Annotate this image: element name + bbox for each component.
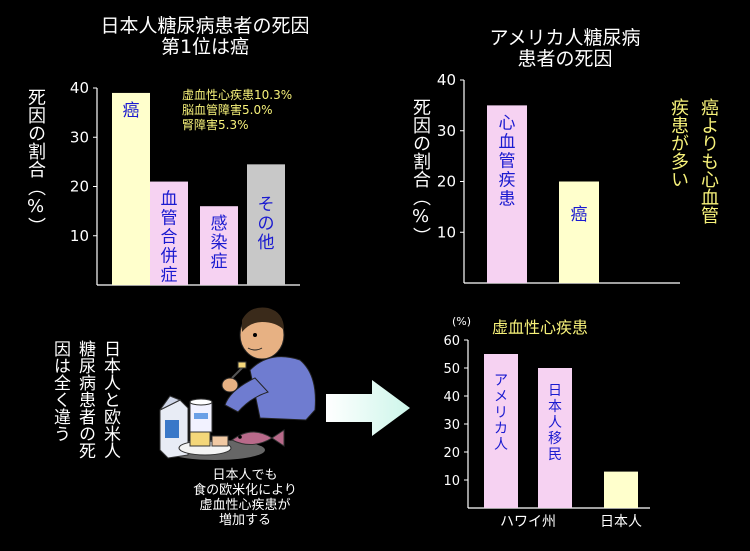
bar-癌 [559, 181, 599, 283]
y-tick-label: 10 [437, 223, 456, 241]
chart3-title: 虚血性心疾患 [492, 318, 589, 337]
bar-label: 心血管疾患 [499, 113, 516, 209]
y-tick-label: 40 [70, 79, 89, 97]
chart1-title-line2: 第1位は癌 [160, 36, 250, 58]
y-tick-label: 50 [443, 362, 460, 377]
comparison-line3: 因は全く違う [50, 340, 70, 442]
bar-日本人 [604, 471, 638, 508]
bar-感染症 [200, 206, 238, 285]
x-group-label: 日本人 [600, 514, 642, 530]
caption-line1: 日本人でも [212, 468, 278, 483]
chart2-ylabel: 死因の割合（%） [410, 98, 431, 245]
bar-label: アメリカ人 [494, 373, 508, 453]
man-figure [221, 307, 316, 421]
chart2-title: アメリカ人糖尿病 患者の死因 [450, 28, 680, 70]
chart1-title-line1: 日本人糖尿病患者の死因 [100, 15, 310, 37]
milk-carton-icon [159, 395, 189, 459]
y-tick-label: 60 [443, 334, 460, 349]
bar-血管合併症 [150, 181, 188, 285]
food-plate-icon [178, 431, 232, 456]
bar-label: 癌 [123, 101, 140, 121]
y-tick-label: 40 [443, 390, 460, 405]
chart2-side-note: 癌よりも心血管 疾患が多い [665, 98, 721, 224]
bar-その他 [247, 164, 285, 285]
chart1-title: 日本人糖尿病患者の死因 第1位は癌 [40, 16, 370, 58]
caption-line4: 増加する [218, 513, 271, 528]
y-tick-label: 30 [437, 122, 456, 140]
y-tick-label: 40 [437, 71, 456, 89]
comparison-line1: 日本人と欧米人 [100, 340, 120, 459]
chart2-side-note-line1: 癌よりも心血管 [698, 98, 719, 224]
bar-label: 癌 [571, 205, 588, 225]
x-group-label: ハワイ州 [500, 514, 556, 530]
bar-label: その他 [258, 195, 275, 253]
chart2-title-line1: アメリカ人糖尿病 [489, 27, 641, 49]
bar-label: 感染症 [211, 214, 228, 272]
bar-label: 日本人移民 [548, 383, 562, 463]
illustration-caption: 日本人でも 食の欧米化により 虚血性心疾患が 増加する [155, 468, 335, 528]
bar-癌 [112, 92, 150, 285]
fish-icon [231, 429, 285, 447]
bar-label: 血管合併症 [161, 190, 178, 286]
y-tick-label: 10 [70, 227, 89, 245]
chart2-title-line2: 患者の死因 [517, 48, 613, 70]
comparison-line2: 糖尿病患者の死 [75, 340, 95, 459]
y-tick-label: 20 [437, 173, 456, 191]
bar-アメリカ人 [484, 354, 518, 508]
chart1-note-line3: 腎障害5.3% [182, 118, 249, 132]
chart2-side-note-line2: 疾患が多い [668, 98, 689, 188]
bar-日本人移民 [538, 368, 572, 508]
chart1-note: 虚血性心疾患10.3% 脳血管障害5.0% 腎障害5.3% [182, 88, 292, 133]
y-tick-label: 10 [443, 474, 460, 489]
chart3-unit: (%) [452, 315, 472, 328]
y-tick-label: 30 [443, 418, 460, 433]
y-tick-label: 20 [70, 178, 89, 196]
chart1-note-line1: 虚血性心疾患10.3% [182, 88, 293, 102]
caption-line3: 虚血性心疾患が [199, 498, 291, 513]
comparison-statement: 日本人と欧米人 糖尿病患者の死 因は全く違う [50, 340, 120, 459]
y-tick-label: 20 [443, 446, 460, 461]
caption-line2: 食の欧米化により [193, 483, 297, 498]
cup-icon [189, 398, 213, 433]
chart1-ylabel: 死因の割合（%） [25, 88, 46, 235]
chart1-note-line2: 脳血管障害5.0% [182, 103, 273, 117]
y-tick-label: 30 [70, 128, 89, 146]
bar-心血管疾患 [487, 105, 527, 283]
